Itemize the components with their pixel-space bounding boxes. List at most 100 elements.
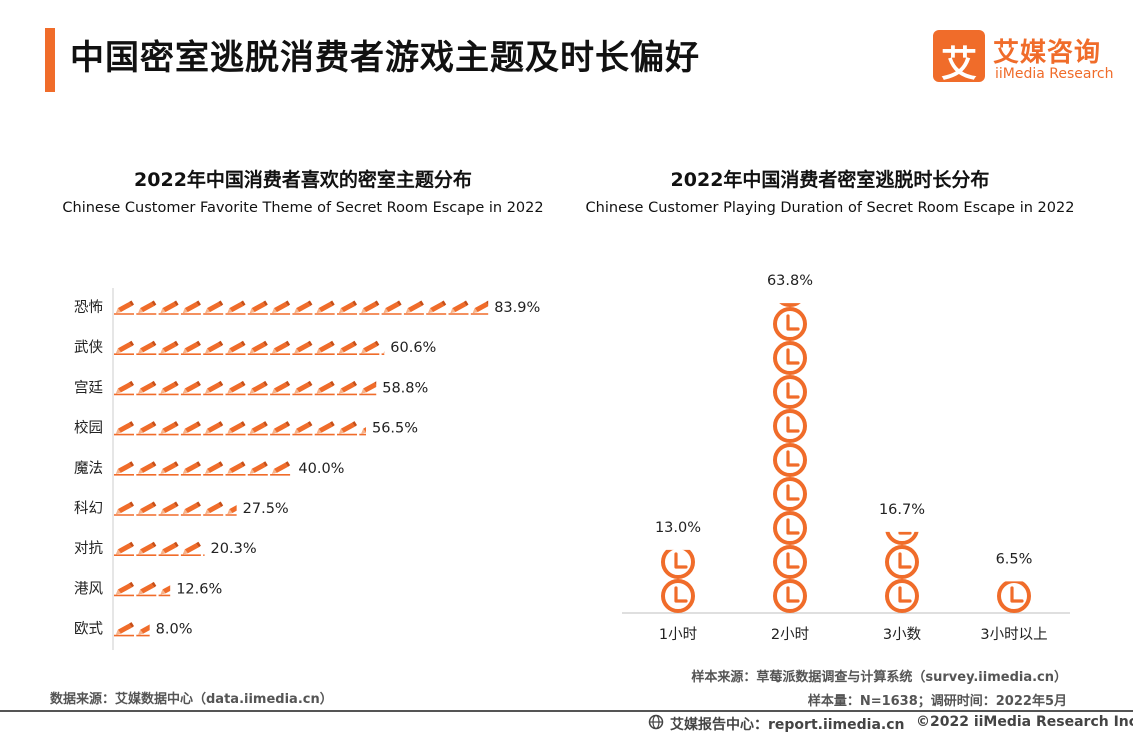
pencil-icon [381,300,402,315]
logo-name-en: iiMedia Research [995,66,1114,82]
pencil-icon [114,421,134,436]
pencil-icon [225,505,237,516]
clock-icon [773,511,807,545]
clock-icon [773,443,807,477]
pencil-icon [114,622,134,637]
pencil-icon [292,421,313,436]
pencil-icon [114,461,134,476]
pencil-icon [114,501,134,516]
pencil-icon [180,380,201,396]
pencil-icon [136,581,157,597]
pencil-icon [180,421,201,436]
duration-bar [997,581,1031,613]
duration-category-label: 3小时以上 [980,626,1047,643]
pencil-icon [247,421,268,436]
theme-bar [114,541,205,557]
pencil-icon [158,461,179,476]
clock-icon [773,579,807,613]
pencil-icon [470,300,489,315]
pencil-icon [136,340,157,356]
theme-bar [114,380,377,396]
pencil-icon [114,300,134,315]
iimedia-logo: 艾 艾媒咨询 iiMedia Research [933,30,1123,86]
clock-icon [661,579,695,613]
pencil-icon [359,340,380,356]
pencil-icon [292,340,313,356]
pencil-icon [203,461,224,476]
clock-icon [773,545,807,579]
theme-category-label: 宫廷 [74,379,103,396]
pencil-icon [448,300,469,315]
pencil-icon [136,380,157,396]
theme-category-label: 校园 [74,420,103,437]
theme-value-label: 56.5% [372,421,418,437]
theme-bar [114,622,150,637]
duration-bar [885,531,919,613]
pencil-icon [337,300,357,315]
pencil-icon [136,300,157,315]
pencil-icon [136,541,157,557]
duration-value-label: 6.5% [996,551,1033,567]
theme-value-label: 12.6% [176,581,222,597]
theme-value-label: 27.5% [243,501,289,517]
report-center-link[interactable]: 艾媒报告中心：report.iimedia.cn [670,717,905,733]
pencil-icon [314,340,335,356]
pencil-icon [247,380,268,396]
pencil-icon [247,461,268,476]
pencil-icon [180,461,201,476]
duration-category-label: 2小时 [771,626,809,643]
theme-category-label: 对抗 [74,540,103,557]
pencil-icon [180,340,201,356]
pencil-icon [337,340,357,356]
pencil-icon [158,421,179,436]
pencil-icon [158,501,179,516]
pencil-icon [359,300,380,315]
pencil-icon [203,501,224,516]
pencil-icon [314,421,335,436]
pencil-icon [180,300,201,315]
theme-category-label: 魔法 [74,460,103,477]
clock-icon [997,581,1031,613]
pencil-icon [203,300,224,315]
sample-size: 样本量：N=1638；调研时间：2022年5月 [807,694,1067,709]
sample-source: 样本来源：草莓派数据调查与计算系统（survey.iimedia.cn） [691,670,1067,685]
pencil-icon [136,461,157,476]
theme-value-label: 60.6% [390,340,436,356]
logo-name-cn: 艾媒咨询 [993,38,1102,68]
page-title: 中国密室逃脱消费者游戏主题及时长偏好 [70,38,700,78]
pencil-icon [136,624,150,637]
clock-icon [885,531,919,545]
pencil-icon [114,380,134,396]
clock-icon [885,579,919,613]
theme-value-label: 83.9% [494,300,540,316]
pencil-icon [314,300,335,315]
pencil-icon [180,541,201,557]
pencil-icon [225,380,246,396]
pencil-icon [158,380,179,396]
pencil-icon [136,501,157,516]
pencil-icon [247,340,268,356]
pencil-icon [270,461,291,476]
pencil-icon [314,380,335,396]
pencil-icon [225,461,246,476]
duration-value-label: 63.8% [767,273,813,289]
pencil-icon [136,421,157,436]
right-chart-title: 2022年中国消费者密室逃脱时长分布 [670,169,990,191]
clock-icon [773,375,807,409]
theme-category-label: 欧式 [74,621,103,638]
pencil-icon [292,300,313,315]
right-chart-subtitle: Chinese Customer Playing Duration of Sec… [585,200,1075,216]
pencil-icon [203,340,224,356]
pencil-icon [225,421,246,436]
copyright: ©2022 iiMedia Research Inc [916,714,1133,730]
pencil-icon [158,541,179,557]
pencil-icon [114,541,134,557]
logo-box: 艾 [933,30,985,85]
pencil-icon [270,421,291,436]
pencil-icon [225,300,246,315]
theme-bar [114,340,385,356]
left-chart-subtitle: Chinese Customer Favorite Theme of Secre… [62,200,544,216]
footer-divider [0,710,1133,712]
theme-bar [114,581,171,597]
